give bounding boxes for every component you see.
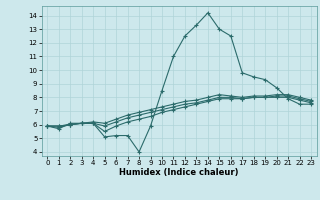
X-axis label: Humidex (Indice chaleur): Humidex (Indice chaleur) [119, 168, 239, 177]
